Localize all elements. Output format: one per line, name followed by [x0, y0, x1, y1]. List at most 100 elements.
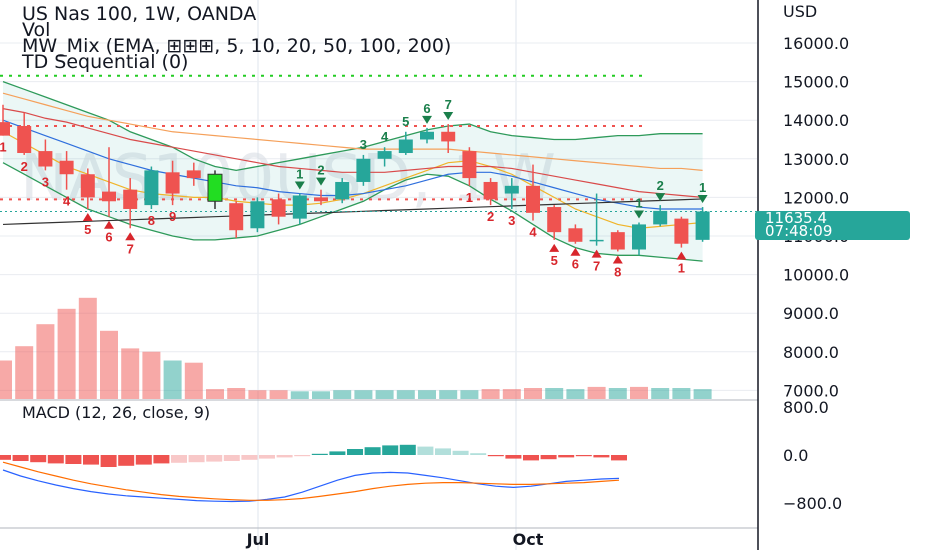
volume-bar: [15, 346, 34, 399]
td-arrow-up: [125, 232, 136, 241]
candle: [462, 147, 477, 186]
macd-histogram-bar: [47, 455, 64, 464]
td-arrow-up: [549, 243, 560, 252]
candle: [229, 201, 244, 238]
candle-body: [0, 122, 10, 136]
candle: [292, 193, 307, 225]
td-count-label: 6: [105, 230, 112, 245]
candle-body: [632, 224, 646, 250]
td-count-label: 7: [445, 97, 452, 112]
candle-body: [229, 203, 244, 231]
td-count-label: 4: [381, 129, 389, 144]
price-tick-label: 9000.0: [783, 304, 839, 323]
macd-histogram-bar: [100, 455, 117, 467]
macd-histogram-bar: [558, 455, 575, 458]
volume-bar: [36, 324, 55, 399]
candle-body: [123, 189, 138, 209]
candle-body: [144, 170, 159, 206]
macd-histogram-bar: [523, 455, 539, 461]
macd-histogram-bar: [135, 455, 152, 465]
candle-body: [17, 125, 32, 154]
macd-histogram-bar: [575, 455, 592, 457]
macd-histogram-bar: [0, 455, 11, 460]
macd-histogram-bar: [452, 450, 469, 455]
candle-body: [207, 173, 223, 202]
candle-body: [314, 197, 328, 202]
candle: [420, 127, 434, 144]
td-count-label: 1: [635, 195, 642, 210]
td-count-label: 4: [529, 225, 537, 240]
volume-bar: [587, 386, 606, 399]
volume-bar: [206, 389, 224, 399]
bar-countdown-tag: 07:48:09: [755, 224, 910, 240]
macd-histogram-bar: [505, 455, 522, 459]
candle: [568, 224, 583, 244]
candle-body: [398, 139, 413, 154]
td-arrow-up: [82, 212, 93, 221]
candle: [526, 164, 540, 221]
candle-body: [610, 232, 625, 250]
macd-histogram-bar: [470, 453, 487, 455]
volume-bar: [227, 388, 246, 399]
candle: [38, 139, 53, 171]
volume-bar: [439, 390, 458, 399]
macd-histogram-bar: [435, 448, 451, 455]
volume-bar: [354, 390, 373, 399]
candle-body: [441, 131, 456, 142]
td-count-label: 7: [593, 259, 600, 274]
candle: [653, 205, 668, 227]
moving-average-line: [2, 92, 703, 171]
volume-legend: Vol: [22, 19, 51, 41]
macd-histogram-bar: [593, 455, 610, 458]
moving-averages: [2, 92, 703, 229]
volume-bar: [269, 390, 288, 399]
macd-histogram-bar: [487, 455, 504, 457]
candle: [207, 170, 223, 209]
macd-histogram-bar: [611, 455, 627, 461]
candle: [186, 162, 201, 186]
td-count-label: 6: [423, 101, 430, 116]
candle-body: [589, 239, 604, 242]
td-arrow-down: [634, 210, 644, 219]
td-count-label: 8: [614, 264, 621, 279]
td-arrow-down: [655, 193, 666, 202]
candle-body: [653, 210, 668, 225]
candle: [102, 147, 116, 217]
td-count-label: 4: [63, 194, 71, 209]
candle: [547, 205, 562, 240]
td-count-label: 3: [42, 174, 49, 189]
td-count-label: 9: [169, 209, 176, 224]
candle-body: [420, 131, 434, 140]
td-arrow-down: [422, 115, 432, 124]
volume-bar: [524, 388, 542, 399]
volume-bar: [248, 390, 267, 399]
macd-histogram-bar: [30, 455, 47, 463]
candle-body: [271, 199, 286, 217]
td-count-label: 1: [296, 167, 303, 182]
time-tick-label: Oct: [513, 530, 544, 549]
td-arrow-up: [104, 220, 114, 229]
td-count-label: 2: [21, 159, 28, 174]
candle: [250, 197, 265, 233]
candle-body: [335, 181, 350, 200]
candle: [59, 151, 74, 190]
volume-bar: [608, 388, 627, 399]
candle: [0, 104, 10, 136]
candle-body: [695, 211, 710, 240]
td-count-label: 7: [127, 241, 134, 256]
volume-bar: [630, 386, 648, 399]
macd-histogram-bar: [364, 447, 381, 455]
td-count-label: 3: [508, 213, 515, 228]
mw-mix-legend: MW_Mix (EMA, ⊞⊞⊞, 5, 10, 20, 50, 100, 20…: [22, 35, 452, 57]
td-count-label: 6: [572, 257, 579, 272]
moving-average-line: [2, 198, 703, 226]
volume-bar: [312, 391, 330, 399]
td-count-label: 5: [84, 222, 91, 237]
macd-histogram-bar: [311, 453, 328, 455]
macd-histogram-bar: [65, 455, 82, 464]
macd-histogram-bar: [118, 455, 135, 466]
candle: [123, 178, 138, 229]
candle-body: [674, 218, 689, 244]
candle-body: [356, 158, 371, 182]
